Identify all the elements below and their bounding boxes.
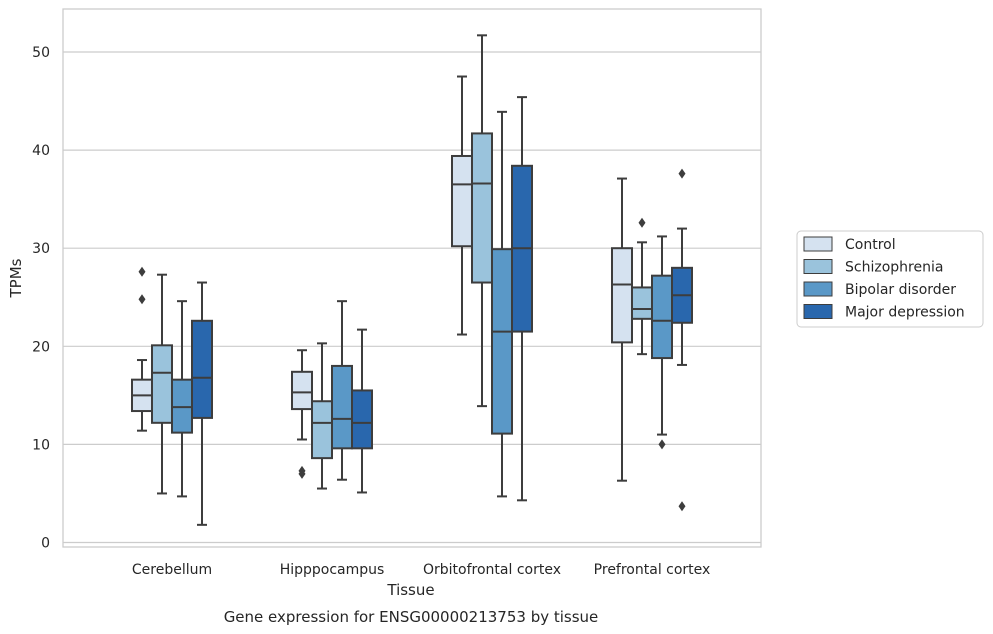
legend-swatch <box>803 236 833 252</box>
iqr-box <box>191 319 213 419</box>
outlier-point <box>638 217 646 228</box>
legend-label: Major depression <box>845 305 965 321</box>
outlier-point <box>138 294 146 305</box>
outlier-point <box>678 501 686 512</box>
legend-swatch <box>803 304 833 319</box>
x-tick-label: Hipppocampus <box>280 562 385 578</box>
iqr-box <box>491 248 513 435</box>
outlier-point <box>658 439 666 450</box>
y-tick-label: 0 <box>41 536 50 552</box>
legend-swatch <box>803 259 833 274</box>
legend-label: Control <box>845 237 896 253</box>
box-control-1 <box>291 349 313 479</box>
y-axis-label: TPMs <box>7 258 25 298</box>
box-control-0 <box>131 266 153 432</box>
x-tick-label: Prefrontal cortex <box>594 562 711 578</box>
y-tick-label: 10 <box>32 437 50 453</box>
box-major-depression-3 <box>671 168 693 512</box>
chart-caption: Gene expression for ENSG00000213753 by t… <box>224 608 599 626</box>
iqr-box <box>331 364 353 450</box>
box-schizophrenia-3 <box>631 217 653 356</box>
legend-swatch <box>803 281 833 297</box>
iqr-box <box>631 286 653 320</box>
iqr-box <box>291 370 313 411</box>
y-tick-label: 30 <box>32 241 50 257</box>
box-bipolar-disorder-3 <box>651 235 673 450</box>
iqr-box <box>451 154 473 248</box>
box-major-depression-1 <box>351 328 373 494</box>
outlier-point <box>678 168 686 179</box>
box-control-3 <box>611 177 633 482</box>
outlier-point <box>138 266 146 277</box>
box-schizophrenia-2 <box>471 34 493 408</box>
box-plots <box>131 34 693 526</box>
box-bipolar-disorder-2 <box>491 110 513 498</box>
y-tick-label: 50 <box>32 45 50 61</box>
x-tick-label: Orbitofrontal cortex <box>423 562 561 578</box>
legend: Control Schizophrenia Bipolar disorder Majo… <box>796 230 984 328</box>
y-tick-label: 20 <box>32 339 50 355</box>
box-schizophrenia-0 <box>151 273 173 495</box>
y-tick-label: 40 <box>32 143 50 159</box>
x-tick-label: Cerebellum <box>132 562 212 578</box>
plot-frame <box>62 8 762 548</box>
box-major-depression-2 <box>511 96 533 502</box>
iqr-box <box>311 400 333 460</box>
legend-label: Schizophrenia <box>845 260 943 276</box>
legend-label: Bipolar disorder <box>845 282 956 298</box>
iqr-box <box>611 247 633 344</box>
y-gridlines <box>63 51 761 544</box>
legend-frame <box>796 230 984 328</box>
x-tick-labels: Cerebellum Hipppocampus Orbitofrontal cort… <box>132 562 710 578</box>
iqr-box <box>651 274 673 360</box>
iqr-box <box>471 132 493 284</box>
x-axis-label: Tissue <box>386 581 434 599</box>
y-tick-labels: 0 10 20 30 40 50 <box>32 45 50 552</box>
iqr-box <box>151 344 173 424</box>
iqr-box <box>351 389 373 450</box>
outlier-point <box>298 465 306 476</box>
box-major-depression-0 <box>191 281 213 526</box>
box-schizophrenia-1 <box>311 342 333 490</box>
